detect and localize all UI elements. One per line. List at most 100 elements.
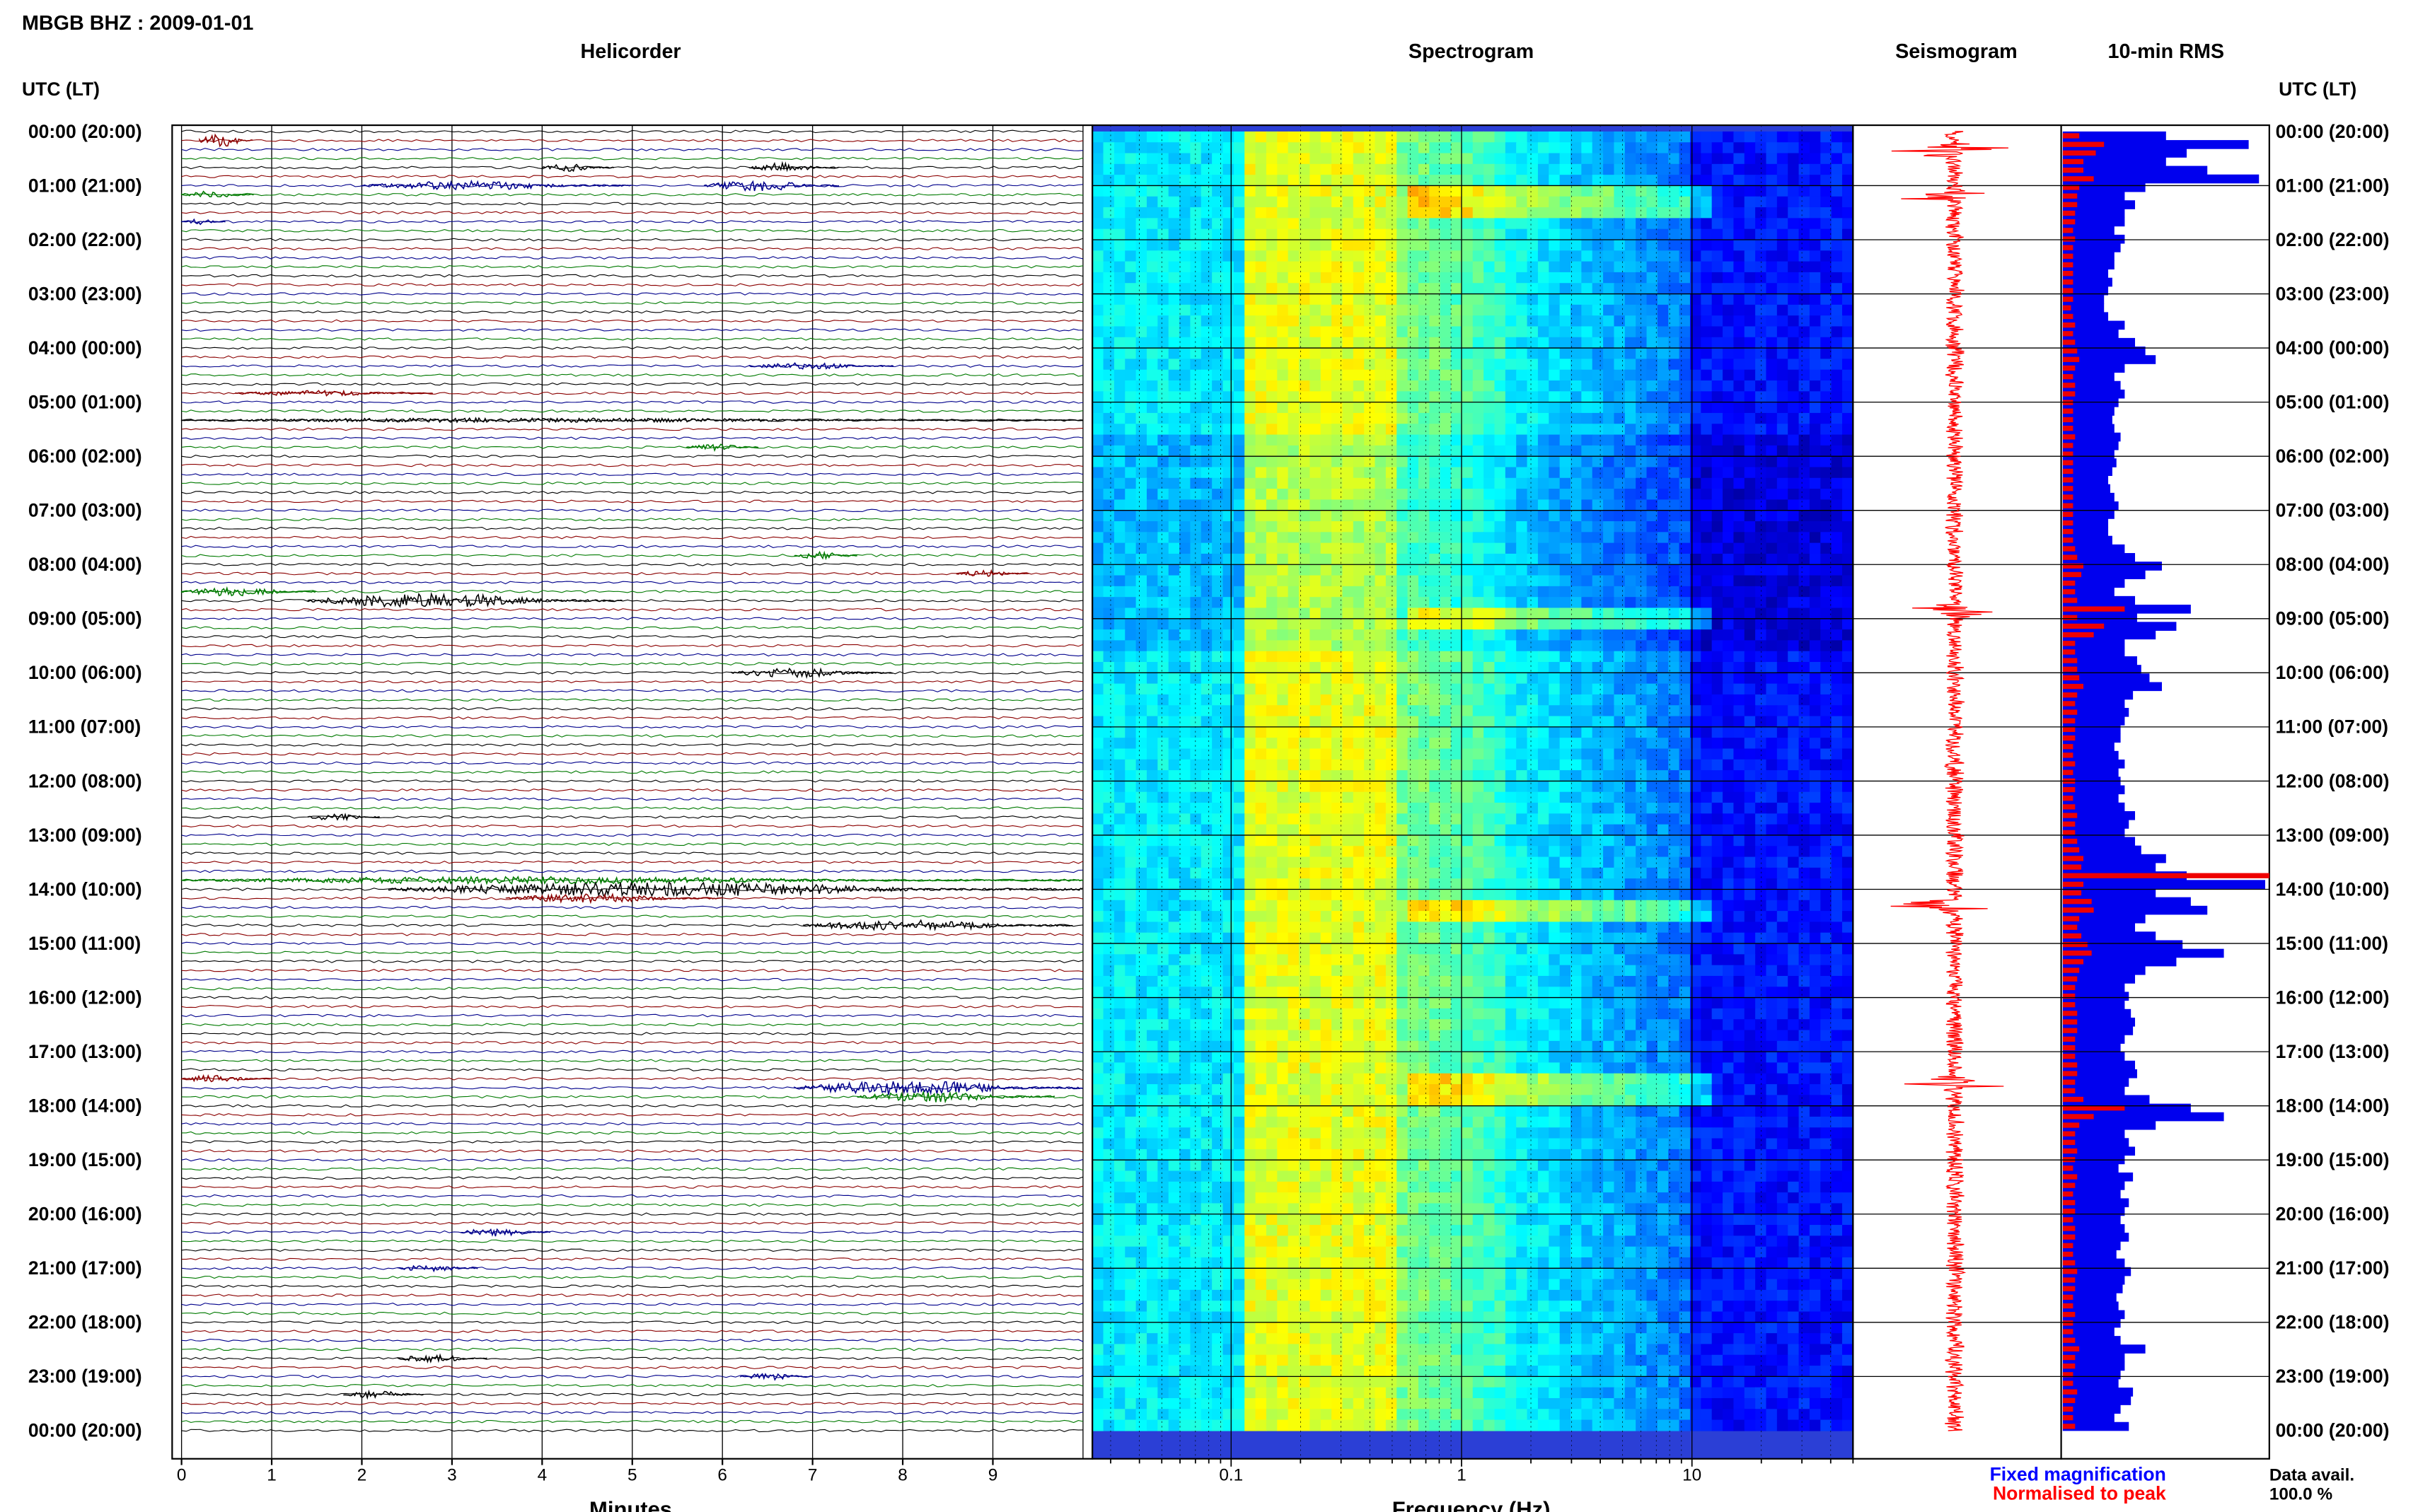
- spectrogram-cell: [1820, 272, 1832, 284]
- spectrogram-cell: [1125, 651, 1137, 663]
- spectrogram-cell: [1451, 499, 1463, 511]
- spectrogram-cell: [1636, 791, 1648, 803]
- spectrogram-cell: [1646, 412, 1658, 424]
- spectrogram-cell: [1125, 748, 1137, 760]
- spectrogram-cell: [1396, 467, 1408, 479]
- spectrogram-cell: [1570, 803, 1583, 815]
- spectrogram-cell: [1646, 726, 1658, 738]
- spectrogram-cell: [1668, 207, 1680, 219]
- spectrogram-cell: [1179, 424, 1191, 436]
- spectrogram-cell: [1581, 240, 1593, 251]
- spectrogram-cell: [1113, 272, 1126, 284]
- spectrogram-cell: [1755, 131, 1767, 143]
- spectrogram-cell: [1668, 521, 1680, 533]
- spectrogram-cell: [1701, 348, 1713, 360]
- spectrogram-cell: [1385, 716, 1398, 728]
- spectrogram-cell: [1766, 326, 1778, 338]
- spectrogram-cell: [1113, 683, 1126, 695]
- spectrogram-cell: [1440, 175, 1452, 187]
- spectrogram-cell: [1559, 218, 1571, 230]
- spectrogram-cell: [1820, 803, 1832, 815]
- spectrogram-cell: [1527, 185, 1539, 197]
- spectrogram-cell: [1375, 597, 1387, 609]
- spectrogram-cell: [1309, 705, 1321, 717]
- spectrogram-cell: [1592, 402, 1604, 414]
- helicorder-trace-line: [181, 1077, 1084, 1081]
- spectrogram-cell: [1689, 424, 1702, 436]
- spectrogram-cell: [1689, 272, 1702, 284]
- spectrogram-cell: [1320, 456, 1332, 468]
- spectrogram-cell: [1146, 477, 1159, 489]
- spectrogram-cell: [1277, 824, 1289, 836]
- spectrogram-cell: [1570, 683, 1583, 695]
- spectrogram-cell: [1353, 153, 1365, 165]
- spectrogram-cell: [1440, 153, 1452, 165]
- spectrogram-cell: [1788, 662, 1800, 674]
- spectrogram-cell: [1614, 163, 1626, 175]
- spectrogram-cell: [1266, 185, 1278, 197]
- spectrogram-cell: [1168, 651, 1180, 663]
- spectrogram-cell: [1440, 597, 1452, 609]
- spectrogram-cell: [1657, 207, 1670, 219]
- spectrogram-cell: [1689, 683, 1702, 695]
- spectrogram-cell: [1320, 185, 1332, 197]
- spectrogram-cell: [1451, 445, 1463, 457]
- spectrogram-cell: [1516, 553, 1528, 565]
- spectrogram-cell: [1711, 510, 1723, 522]
- spectrogram-cell: [1331, 315, 1343, 327]
- spectrogram-cell: [1244, 283, 1256, 295]
- spectrogram-cell: [1168, 770, 1180, 782]
- spectrogram-cell: [1516, 218, 1528, 230]
- spectrogram-cell: [1788, 781, 1800, 793]
- spectrogram-cell: [1135, 586, 1147, 598]
- spectrogram-cell: [1244, 359, 1256, 371]
- spectrogram-cell: [1342, 348, 1354, 360]
- spectrogram-cell: [1451, 651, 1463, 663]
- spectrogram-cell: [1842, 770, 1854, 782]
- spectrogram-cell: [1212, 445, 1224, 457]
- spectrogram-cell: [1788, 467, 1800, 479]
- spectrogram-cell: [1494, 640, 1506, 652]
- spectrogram-cell: [1755, 359, 1767, 371]
- spectrogram-cell: [1483, 304, 1496, 316]
- helicorder-x-axis-title: Minutes: [589, 1497, 672, 1512]
- spectrogram-cell: [1755, 748, 1767, 760]
- spectrogram-cell: [1396, 402, 1408, 414]
- spectrogram-cell: [1636, 272, 1648, 284]
- spectrogram-cell: [1755, 326, 1767, 338]
- spectrogram-cell: [1505, 380, 1517, 392]
- spectrogram-cell: [1244, 434, 1256, 446]
- spectrogram-cell: [1299, 510, 1311, 522]
- spectrogram-cell: [1689, 456, 1702, 468]
- spectrogram-cell: [1570, 618, 1583, 630]
- spectrogram-cell: [1396, 369, 1408, 381]
- spectrogram-cell: [1396, 738, 1408, 750]
- right-time-label: 03:00 (23:00): [2276, 283, 2390, 304]
- spectrogram-cell: [1701, 489, 1713, 501]
- spectrogram-cell: [1212, 142, 1224, 154]
- spectrogram-cell: [1723, 813, 1735, 825]
- spectrogram-cell: [1222, 542, 1234, 554]
- spectrogram-cell: [1592, 824, 1604, 836]
- spectrogram-cell: [1614, 359, 1626, 371]
- spectrogram-cell: [1157, 196, 1169, 208]
- spectrogram-cell: [1418, 770, 1430, 782]
- spectrogram-cell: [1668, 532, 1680, 544]
- spectrogram-cell: [1407, 391, 1419, 403]
- spectrogram-cell: [1212, 456, 1224, 468]
- spectrogram-cell: [1212, 326, 1224, 338]
- spectrogram-cell: [1299, 369, 1311, 381]
- spectrogram-cell: [1429, 380, 1441, 392]
- spectrogram-cell: [1342, 716, 1354, 728]
- spectrogram-cell: [1092, 791, 1104, 803]
- spectrogram-cell: [1277, 532, 1289, 544]
- spectrogram-cell: [1624, 240, 1637, 251]
- spectrogram-cell: [1418, 477, 1430, 489]
- spectrogram-cell: [1711, 412, 1723, 424]
- spectrogram-cell: [1668, 694, 1680, 706]
- spectrogram-cell: [1125, 834, 1137, 847]
- spectrogram-cell: [1288, 424, 1300, 436]
- spectrogram-cell: [1766, 380, 1778, 392]
- spectrogram-cell: [1494, 532, 1506, 544]
- spectrogram-cell: [1429, 489, 1441, 501]
